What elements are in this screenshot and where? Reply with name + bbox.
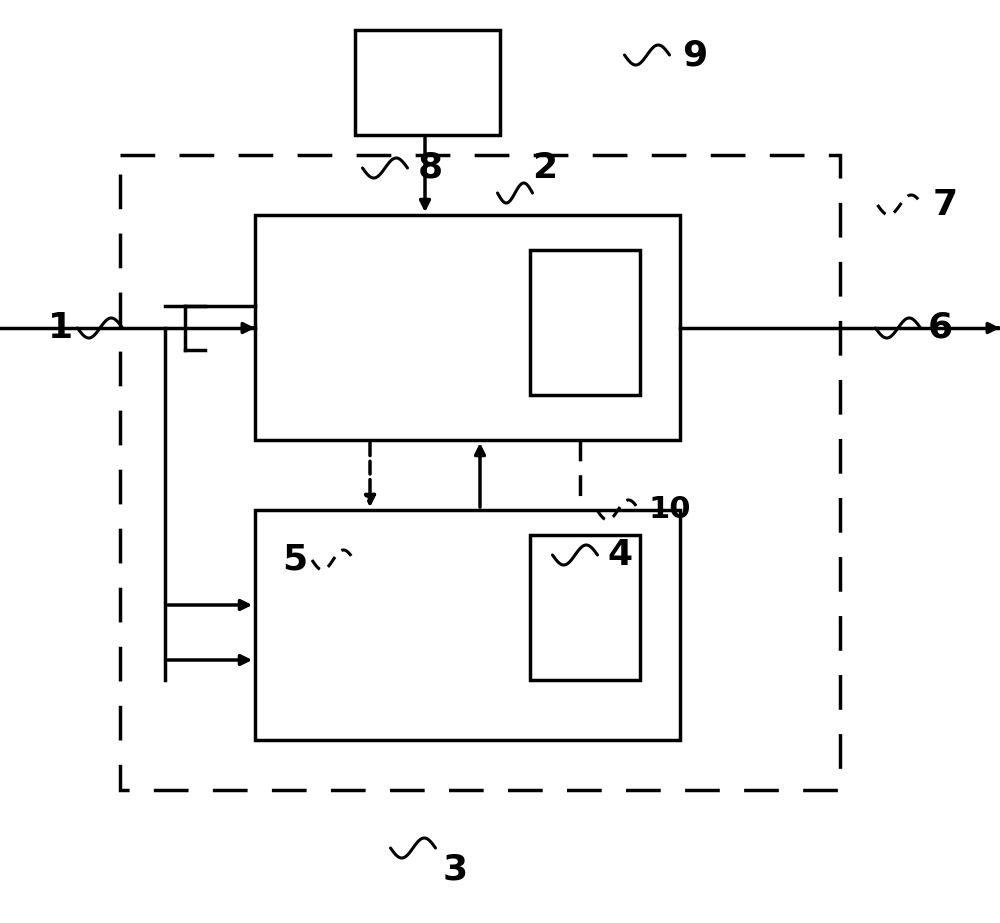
Text: 3: 3 <box>442 853 468 887</box>
Text: 4: 4 <box>607 538 633 572</box>
Bar <box>120 155 840 790</box>
Bar <box>530 250 640 395</box>
Bar <box>255 215 680 440</box>
Text: 2: 2 <box>532 151 558 185</box>
Text: 9: 9 <box>682 38 708 72</box>
Bar <box>530 535 640 680</box>
Text: 5: 5 <box>282 543 308 577</box>
Bar <box>255 510 680 740</box>
Text: 7: 7 <box>932 188 958 222</box>
Text: 8: 8 <box>417 151 443 185</box>
Text: 6: 6 <box>927 311 953 345</box>
Text: 1: 1 <box>47 311 73 345</box>
Bar <box>355 30 500 135</box>
Text: 10: 10 <box>649 496 691 524</box>
